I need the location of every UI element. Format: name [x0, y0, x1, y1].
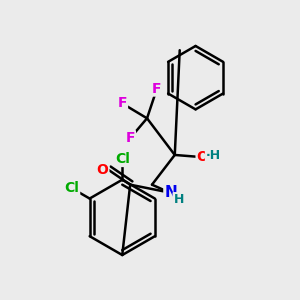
- Text: O: O: [196, 150, 208, 164]
- Text: F: F: [125, 131, 135, 145]
- Text: H: H: [173, 193, 184, 206]
- Text: N: N: [164, 185, 177, 200]
- Text: O: O: [97, 163, 108, 177]
- Text: Cl: Cl: [64, 181, 79, 195]
- Text: F: F: [118, 96, 127, 110]
- Text: Cl: Cl: [115, 152, 130, 166]
- Text: F: F: [152, 82, 162, 96]
- Text: ·H: ·H: [206, 149, 221, 162]
